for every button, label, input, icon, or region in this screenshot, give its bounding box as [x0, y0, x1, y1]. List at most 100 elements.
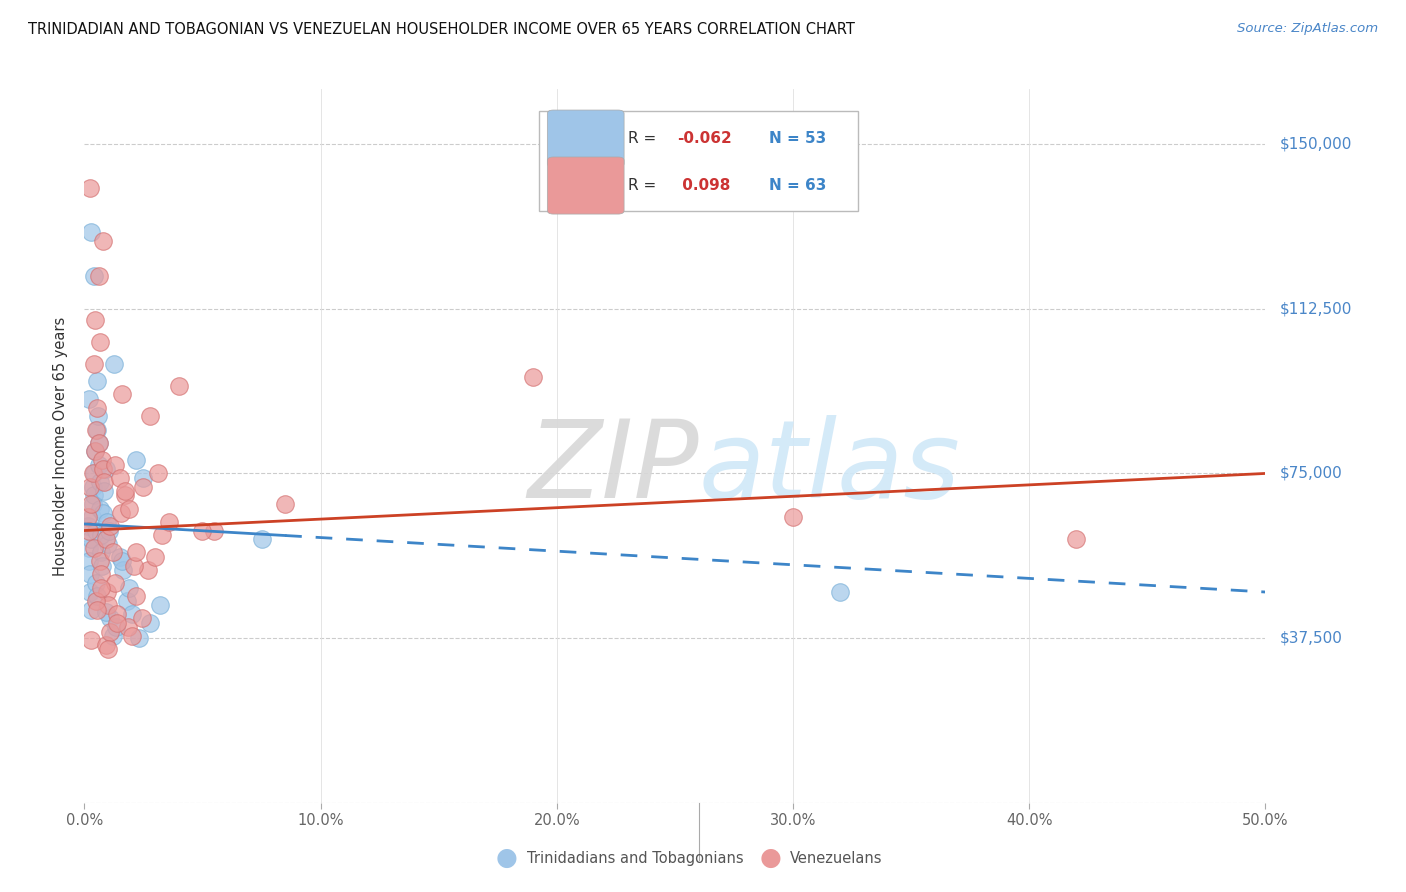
- Point: [83, 268, 105, 283]
- Point: [125, 545, 148, 559]
- Point: [87, 409, 110, 424]
- Point: [94, 533, 117, 547]
- Point: [143, 549, 166, 564]
- Point: [157, 515, 180, 529]
- Point: [191, 524, 214, 538]
- Point: [94, 462, 117, 476]
- Point: [98, 524, 121, 538]
- Point: [77, 519, 100, 533]
- Point: [107, 615, 129, 630]
- Text: 0.098: 0.098: [678, 178, 731, 193]
- Point: [111, 554, 134, 568]
- Point: [84, 524, 107, 538]
- Point: [83, 488, 105, 502]
- FancyBboxPatch shape: [547, 157, 624, 214]
- FancyBboxPatch shape: [547, 110, 624, 167]
- Text: ●: ●: [495, 847, 517, 870]
- Point: [108, 549, 131, 564]
- Text: Venezuelans: Venezuelans: [790, 851, 883, 865]
- Point: [98, 624, 121, 639]
- Point: [202, 524, 225, 538]
- Point: [131, 611, 153, 625]
- Text: N = 53: N = 53: [769, 131, 827, 146]
- Text: atlas: atlas: [699, 415, 960, 520]
- Point: [139, 409, 162, 424]
- Point: [79, 480, 101, 494]
- Point: [84, 444, 107, 458]
- Point: [83, 467, 105, 481]
- Point: [77, 541, 100, 555]
- Point: [80, 633, 103, 648]
- Point: [125, 590, 148, 604]
- Point: [77, 524, 100, 538]
- Point: [84, 576, 107, 591]
- Point: [104, 458, 127, 472]
- Point: [274, 497, 297, 511]
- Text: R =: R =: [627, 131, 661, 146]
- Point: [90, 545, 112, 559]
- Point: [117, 620, 139, 634]
- Text: $37,500: $37,500: [1279, 631, 1343, 646]
- Point: [93, 475, 115, 490]
- Point: [79, 567, 101, 582]
- Point: [132, 471, 155, 485]
- Point: [82, 480, 104, 494]
- Point: [108, 471, 131, 485]
- Y-axis label: Householder Income Over 65 years: Householder Income Over 65 years: [53, 317, 69, 575]
- Text: TRINIDADIAN AND TOBAGONIAN VS VENEZUELAN HOUSEHOLDER INCOME OVER 65 YEARS CORREL: TRINIDADIAN AND TOBAGONIAN VS VENEZUELAN…: [28, 22, 855, 37]
- Point: [86, 423, 108, 437]
- Point: [146, 467, 169, 481]
- Point: [90, 567, 112, 582]
- Text: $75,000: $75,000: [1279, 466, 1343, 481]
- Point: [77, 392, 100, 406]
- Point: [104, 576, 127, 591]
- Point: [105, 620, 128, 634]
- Point: [80, 602, 103, 616]
- Point: [98, 611, 121, 625]
- Point: [87, 435, 110, 450]
- Point: [121, 629, 143, 643]
- Text: ●: ●: [759, 847, 782, 870]
- Point: [87, 268, 110, 283]
- Point: [110, 506, 132, 520]
- Point: [97, 598, 120, 612]
- Point: [111, 387, 134, 401]
- Point: [89, 475, 111, 490]
- Point: [132, 480, 155, 494]
- Point: [77, 510, 100, 524]
- Point: [86, 401, 108, 415]
- Point: [86, 602, 108, 616]
- Point: [114, 488, 136, 502]
- Point: [86, 590, 108, 604]
- Point: [97, 642, 120, 657]
- Point: [83, 541, 105, 555]
- Point: [84, 423, 107, 437]
- Point: [112, 563, 135, 577]
- Point: [98, 519, 121, 533]
- Point: [89, 501, 111, 516]
- Text: Trinidadians and Tobagonians: Trinidadians and Tobagonians: [527, 851, 744, 865]
- Point: [522, 369, 544, 384]
- Point: [86, 374, 108, 388]
- Point: [125, 453, 148, 467]
- Point: [87, 458, 110, 472]
- Text: Source: ZipAtlas.com: Source: ZipAtlas.com: [1237, 22, 1378, 36]
- Point: [96, 585, 118, 599]
- Point: [87, 435, 110, 450]
- Point: [118, 581, 141, 595]
- Point: [89, 554, 111, 568]
- Point: [1066, 533, 1088, 547]
- Point: [80, 225, 103, 239]
- Point: [83, 357, 105, 371]
- Point: [91, 462, 114, 476]
- Text: $150,000: $150,000: [1279, 136, 1351, 152]
- Point: [136, 563, 159, 577]
- FancyBboxPatch shape: [538, 111, 858, 211]
- Point: [114, 483, 136, 498]
- Point: [103, 357, 125, 371]
- Text: R =: R =: [627, 178, 661, 193]
- Point: [80, 533, 103, 547]
- Point: [139, 615, 162, 630]
- Point: [82, 497, 104, 511]
- Point: [91, 234, 114, 248]
